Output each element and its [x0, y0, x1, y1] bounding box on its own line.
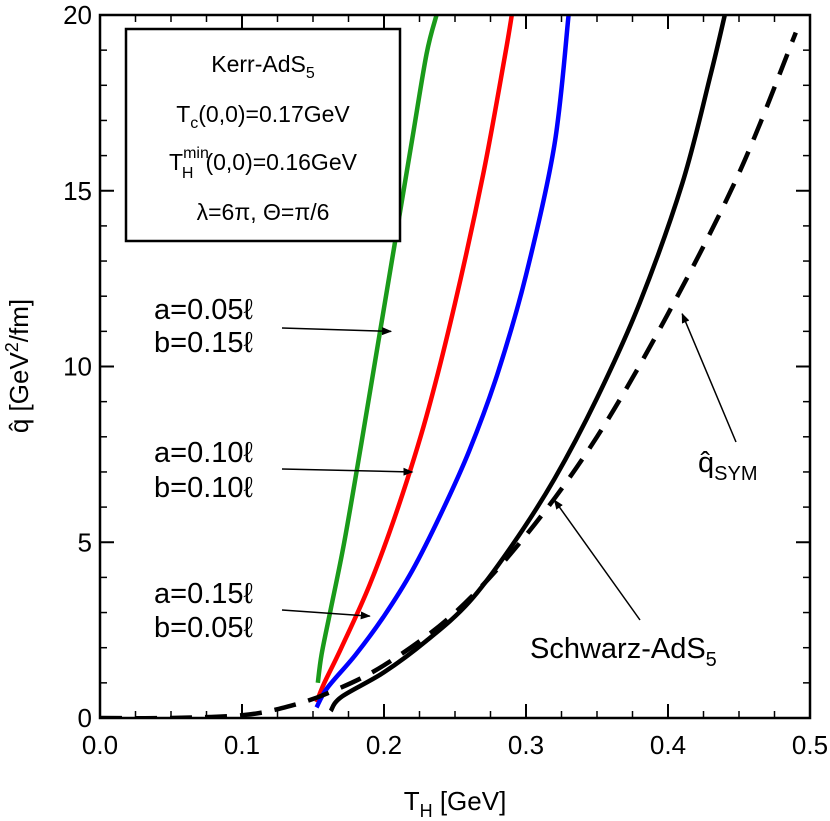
- x-axis-label: TH [GeV]: [404, 786, 507, 821]
- y-tick-label: 15: [63, 176, 92, 206]
- x-tick-label: 0.0: [82, 730, 118, 760]
- y-tick-label: 5: [78, 527, 92, 557]
- y-tick-label: 20: [63, 0, 92, 30]
- annotation-1-line-b: b=0.15ℓ: [154, 327, 254, 359]
- ticks-layer: 0.0 0.1 0.2 0.3 0.4 0.5 0 5 10 15 20: [63, 0, 828, 760]
- legend-line-3: Tmin H (0,0)=0.16GeV: [169, 145, 358, 182]
- schwarz-text: Schwarz-AdS5: [530, 633, 717, 671]
- series-line-1: [315, 15, 439, 684]
- annotation-1-line-a: a=0.05ℓ: [154, 294, 254, 326]
- annotation-2-line-a: a=0.10ℓ: [154, 437, 254, 469]
- y-tick-label: 0: [78, 703, 92, 733]
- annotation-3-line-b: b=0.05ℓ: [154, 612, 254, 644]
- annotation-3-arrow: [281, 609, 371, 620]
- x-tick-label: 0.4: [650, 730, 686, 760]
- series-line-4: [328, 15, 727, 713]
- annotation-2-line-b: b=0.10ℓ: [154, 472, 254, 504]
- y-tick-label: 10: [63, 352, 92, 382]
- qsym-text: q̂SYM: [698, 447, 757, 485]
- annotation-2: a=0.10ℓ b=0.10ℓ: [154, 437, 414, 504]
- y-axis-label: q̂ [GeV2/fm]: [2, 299, 34, 433]
- x-tick-label: 0.2: [366, 730, 402, 760]
- series-line-3: [314, 15, 571, 709]
- qsym-label: q̂SYM: [681, 312, 757, 485]
- legend-line-1: Kerr-AdS5: [211, 51, 315, 82]
- legend-frame: [124, 27, 402, 243]
- legend-line-2: Tc(0,0)=0.17GeV: [176, 101, 350, 132]
- annotation-3-line-a: a=0.15ℓ: [154, 578, 254, 610]
- x-tick-label: 0.5: [792, 730, 828, 760]
- legend-box: Kerr-AdS5 Tc(0,0)=0.17GeV Tmin H (0,0)=0.1…: [124, 27, 402, 243]
- schwarz-arrow: [553, 499, 641, 621]
- qsym-arrow: [681, 312, 737, 443]
- annotation-1: a=0.05ℓ b=0.15ℓ: [154, 294, 393, 359]
- x-tick-label: 0.3: [508, 730, 544, 760]
- series-line-2: [314, 15, 515, 704]
- annotation-1-arrow: [281, 327, 393, 336]
- schwarz-label: Schwarz-AdS5: [530, 499, 717, 671]
- annotation-3: a=0.15ℓ b=0.05ℓ: [154, 578, 371, 644]
- legend-line-4: λ=6π, Θ=π/6: [197, 199, 330, 225]
- x-tick-label: 0.1: [224, 730, 260, 760]
- annotation-2-arrow: [281, 467, 414, 476]
